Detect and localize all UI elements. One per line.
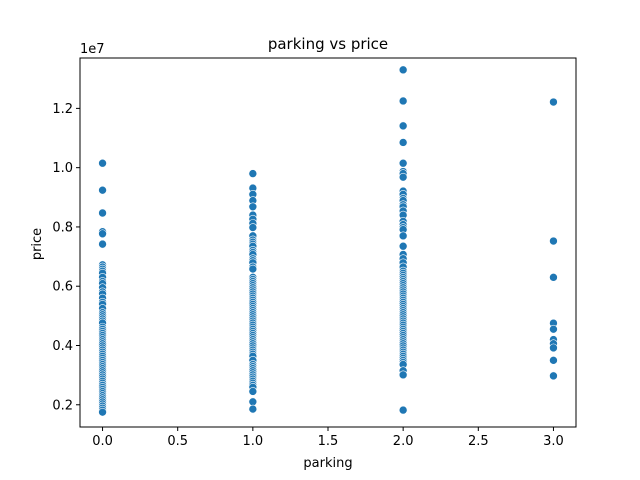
scatter-point: [398, 241, 408, 251]
y-tick-label: 1.0: [52, 161, 73, 176]
y-tick-label: 0.8: [52, 220, 73, 235]
y-offset-label: 1e7: [80, 42, 105, 57]
scatter-point: [398, 172, 408, 182]
x-tick-label: 1.5: [318, 434, 339, 449]
scatter-point: [98, 407, 107, 417]
x-tick-label: 2.5: [468, 434, 489, 449]
scatter-point: [98, 239, 107, 249]
scatter-point: [248, 169, 258, 178]
scatter-point: [248, 404, 258, 414]
scatter-point: [398, 231, 408, 241]
scatter-point: [398, 121, 408, 131]
x-tick-label: 0.0: [92, 434, 113, 449]
data-points: [98, 65, 558, 417]
x-tick-label: 1.0: [243, 434, 264, 449]
scatter-point: [98, 229, 107, 239]
y-axis-ticks: 0.2 0.4 0.6 0.8 1.0 1.2: [52, 102, 80, 413]
x-tick-label: 2.0: [393, 434, 414, 449]
scatter-point: [98, 158, 107, 168]
y-tick-label: 0.4: [52, 339, 73, 354]
scatter-point: [98, 208, 107, 218]
scatter-point: [248, 397, 258, 407]
x-tick-label: 3.0: [543, 434, 564, 449]
y-tick-label: 0.2: [52, 398, 73, 413]
scatter-point: [248, 202, 258, 212]
scatter-point: [549, 324, 558, 334]
y-tick-label: 0.6: [52, 280, 73, 295]
scatter-point: [98, 185, 107, 195]
scatter-point: [549, 97, 558, 107]
scatter-point: [398, 158, 408, 168]
plot-frame: [79, 57, 577, 428]
x-tick-label: 0.5: [167, 434, 188, 449]
scatter-point: [398, 65, 408, 75]
scatter-point: [398, 96, 408, 106]
scatter-point: [248, 387, 258, 396]
scatter-point: [549, 371, 558, 381]
scatter-point: [398, 138, 408, 147]
y-axis-label: price: [30, 228, 45, 260]
scatter-point: [549, 356, 558, 365]
scatter-point: [549, 273, 558, 282]
x-axis-ticks: 0.0 0.5 1.0 1.5 2.0 2.5 3.0: [92, 427, 564, 449]
scatter-point: [398, 370, 408, 380]
scatter-point: [549, 343, 558, 353]
scatter-point: [549, 236, 558, 246]
y-tick-label: 1.2: [52, 102, 73, 117]
scatter-point: [248, 264, 258, 274]
x-axis-label: parking: [303, 456, 352, 471]
scatter-point: [398, 405, 408, 415]
chart-title: parking vs price: [268, 35, 388, 53]
scatter-point: [248, 223, 258, 232]
